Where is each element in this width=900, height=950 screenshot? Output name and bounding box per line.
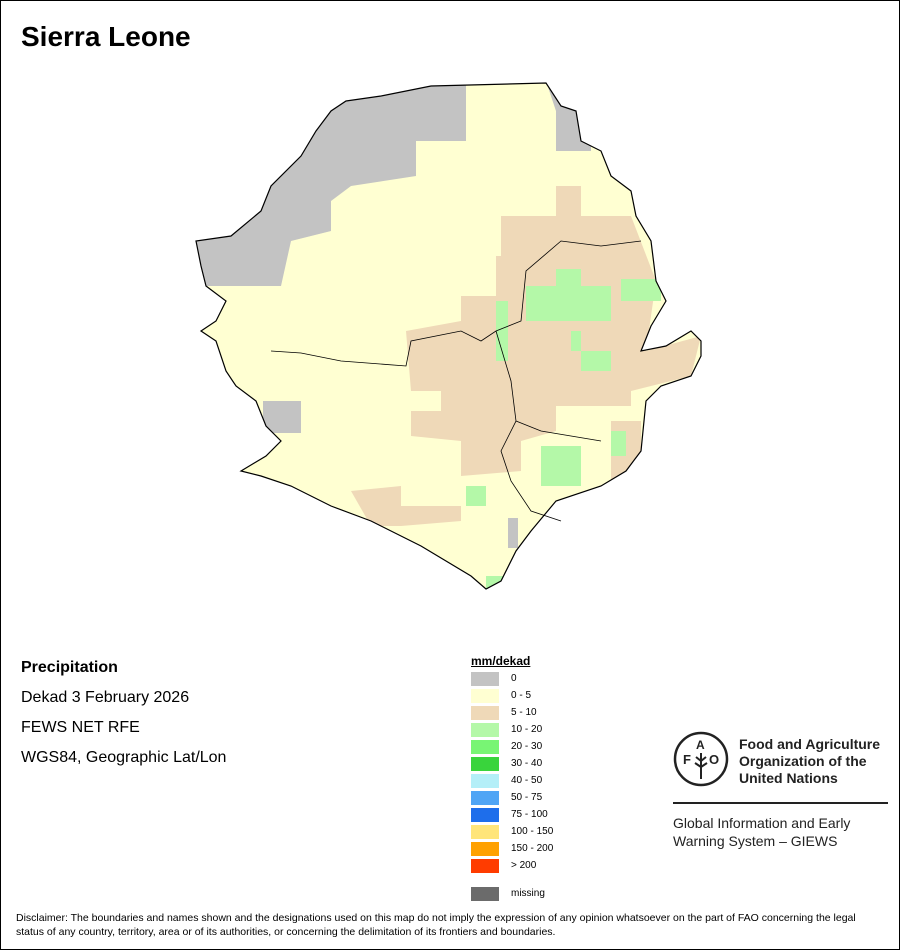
legend-label: 100 - 150 [511,826,554,837]
map-title: Sierra Leone [21,21,191,52]
legend-swatch [471,689,499,703]
fao-name-line-3: United Nations [739,770,838,786]
legend-title: mm/dekad [471,654,531,668]
giews-line-2: Warning System – GIEWS [673,833,838,849]
class-0-coast [263,401,301,433]
legend-swatch [471,887,499,901]
info-source: FEWS NET RFE [21,719,140,736]
legend-label: 75 - 100 [511,809,548,820]
legend-swatch [471,706,499,720]
legend-swatch [471,672,499,686]
logo-divider [673,802,888,804]
legend-swatch [471,723,499,737]
legend-label: 20 - 30 [511,741,543,752]
legend-label: missing [511,888,545,899]
fao-name-line-2: Organization of the [739,753,867,769]
legend-label: 40 - 50 [511,775,543,786]
info-projection: WGS84, Geographic Lat/Lon [21,749,227,766]
svg-text:O: O [709,752,719,767]
info-period: Dekad 3 February 2026 [21,689,190,706]
svg-text:A: A [696,738,705,752]
fao-name-line-1: Food and Agriculture [739,736,881,752]
legend-label: 30 - 40 [511,758,543,769]
legend-swatch [471,740,499,754]
legend-swatch [471,791,499,805]
legend-swatch [471,825,499,839]
info-heading: Precipitation [21,659,118,676]
class-5-10 [406,186,701,476]
legend-label: 5 - 10 [511,707,537,718]
svg-text:F: F [683,752,691,767]
legend-label: 150 - 200 [511,843,554,854]
legend-swatch [471,757,499,771]
legend-swatch [471,774,499,788]
legend-label: > 200 [511,860,537,871]
legend-swatch [471,842,499,856]
district-boundaries [270,240,642,522]
disclaimer: Disclaimer: The boundaries and names sho… [16,912,856,938]
class-10-20 [466,269,661,589]
class-0-south [508,518,518,548]
legend-label: 10 - 20 [511,724,543,735]
legend-label: 0 - 5 [511,690,532,701]
legend-label: 0 [511,673,517,684]
legend-swatch [471,808,499,822]
fao-emblem-icon: F A O [673,731,729,787]
giews-line-1: Global Information and Early [673,815,851,831]
legend-label: 50 - 75 [511,792,543,803]
legend-swatch [471,859,499,873]
class-5-10-south [351,486,461,526]
